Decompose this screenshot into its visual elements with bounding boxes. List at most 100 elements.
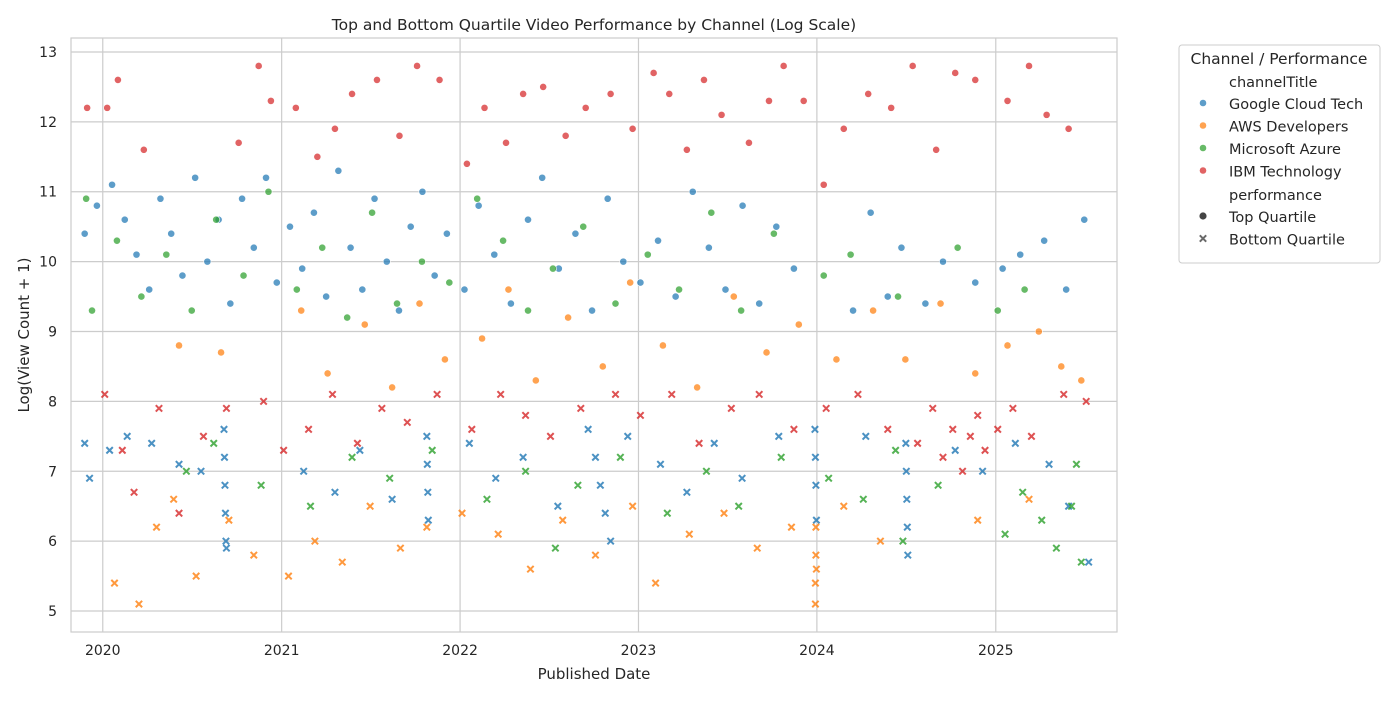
top-quartile-point — [894, 292, 902, 301]
legend-frame — [1178, 44, 1381, 264]
bottom-quartile-point — [656, 460, 665, 469]
bottom-quartile-point — [310, 537, 319, 546]
bottom-quartile-point — [222, 404, 231, 413]
top-quartile-point — [908, 62, 917, 70]
y-axis-label: Log(View Count + 1) — [15, 257, 33, 412]
top-quartile-point — [1016, 250, 1025, 259]
top-quartile-point — [619, 257, 628, 266]
top-quartile-point — [790, 264, 798, 273]
top-quartile-point — [441, 355, 449, 364]
top-quartile-point — [388, 383, 397, 392]
y-tick-label: 6 — [48, 534, 57, 550]
top-quartile-point — [611, 299, 620, 308]
bottom-quartile-point — [331, 488, 339, 497]
top-quartile-point — [217, 348, 225, 357]
bottom-quartile-point — [299, 467, 308, 476]
bottom-quartile-point — [1027, 432, 1036, 441]
bottom-quartile-point — [710, 439, 719, 448]
bottom-quartile-point — [902, 495, 911, 504]
top-quartile-point — [445, 278, 454, 287]
top-quartile-point — [415, 299, 424, 308]
top-quartile-point — [297, 306, 306, 315]
bottom-quartile-point — [259, 397, 268, 406]
top-quartile-point — [897, 243, 906, 252]
top-quartile-point — [953, 243, 962, 252]
top-quartile-point — [1064, 124, 1073, 133]
top-quartile-point — [238, 194, 246, 203]
bottom-quartile-point — [1001, 530, 1009, 539]
top-quartile-point — [132, 250, 141, 259]
top-quartile-point — [737, 306, 746, 315]
bottom-quartile-point — [839, 502, 848, 511]
bottom-quartile-point — [433, 390, 442, 399]
bottom-quartile-point — [913, 439, 922, 448]
bottom-quartile-point — [85, 474, 94, 483]
top-quartile-point — [998, 264, 1007, 273]
bottom-quartile-point — [220, 453, 229, 462]
top-quartile-point — [212, 215, 221, 224]
bottom-quartile-point — [899, 537, 907, 546]
bottom-quartile-point — [428, 446, 437, 455]
bottom-quartile-point — [80, 439, 89, 448]
top-quartile-point — [156, 194, 165, 203]
top-quartile-point — [249, 243, 258, 252]
bottom-quartile-point — [584, 425, 593, 434]
top-quartile-point — [473, 194, 482, 203]
top-quartile-point — [887, 103, 896, 112]
top-quartile-point — [654, 236, 662, 245]
top-quartile-point — [234, 138, 243, 147]
bottom-quartile-point — [811, 425, 819, 434]
bottom-quartile-point — [192, 572, 201, 581]
top-quartile-point — [932, 145, 941, 154]
bottom-quartile-point — [222, 537, 230, 546]
bottom-quartile-point — [222, 544, 231, 553]
bottom-quartile-point — [424, 516, 433, 525]
bottom-quartile-point — [199, 432, 208, 441]
legend-style-label: Top Quartile — [1228, 210, 1316, 226]
bottom-quartile-point — [279, 446, 288, 455]
y-tick-label: 11 — [39, 185, 57, 201]
bottom-quartile-point — [130, 488, 138, 497]
top-quartile-point — [765, 96, 773, 105]
top-quartile-point — [346, 243, 355, 252]
top-quartile-point — [145, 285, 154, 294]
top-quartile-point — [707, 208, 716, 217]
y-tick-label: 10 — [39, 255, 57, 271]
bottom-quartile-point — [526, 565, 535, 574]
bottom-quartile-point — [182, 467, 191, 476]
top-quartile-point — [519, 90, 528, 98]
top-quartile-point — [864, 90, 873, 98]
top-quartile-point — [772, 222, 781, 231]
top-quartile-point — [368, 208, 376, 217]
bottom-quartile-point — [702, 467, 711, 476]
bottom-quartile-point — [901, 439, 910, 448]
bottom-quartile-point — [519, 453, 528, 462]
top-quartile-point — [108, 180, 116, 189]
top-quartile-point — [187, 306, 196, 315]
x-tick-label: 2023 — [621, 643, 657, 659]
series-aws-developers — [110, 278, 1086, 608]
bottom-quartile-point — [224, 516, 233, 525]
top-quartile-point — [704, 243, 713, 252]
bottom-quartile-point — [155, 404, 163, 413]
top-quartile-point — [435, 76, 444, 84]
bottom-quartile-point — [1072, 460, 1081, 469]
top-quartile-point — [313, 152, 322, 161]
bottom-quartile-point — [966, 432, 975, 441]
bottom-quartile-point — [338, 558, 347, 567]
bottom-quartile-point — [551, 544, 560, 553]
legend-series-label: IBM Technology — [1229, 165, 1342, 181]
top-quartile-point — [478, 334, 486, 343]
top-quartile-point — [598, 362, 607, 371]
bottom-quartile-point — [1025, 495, 1033, 504]
top-quartile-point — [334, 166, 343, 175]
bottom-quartile-point — [859, 495, 868, 504]
bottom-quartile-point — [903, 551, 912, 560]
bottom-quartile-point — [422, 432, 431, 441]
top-quartile-point — [717, 110, 726, 119]
top-quartile-point — [721, 285, 730, 294]
bottom-quartile-point — [591, 551, 600, 560]
y-tick-label: 7 — [48, 464, 57, 480]
top-quartile-point — [549, 264, 557, 273]
